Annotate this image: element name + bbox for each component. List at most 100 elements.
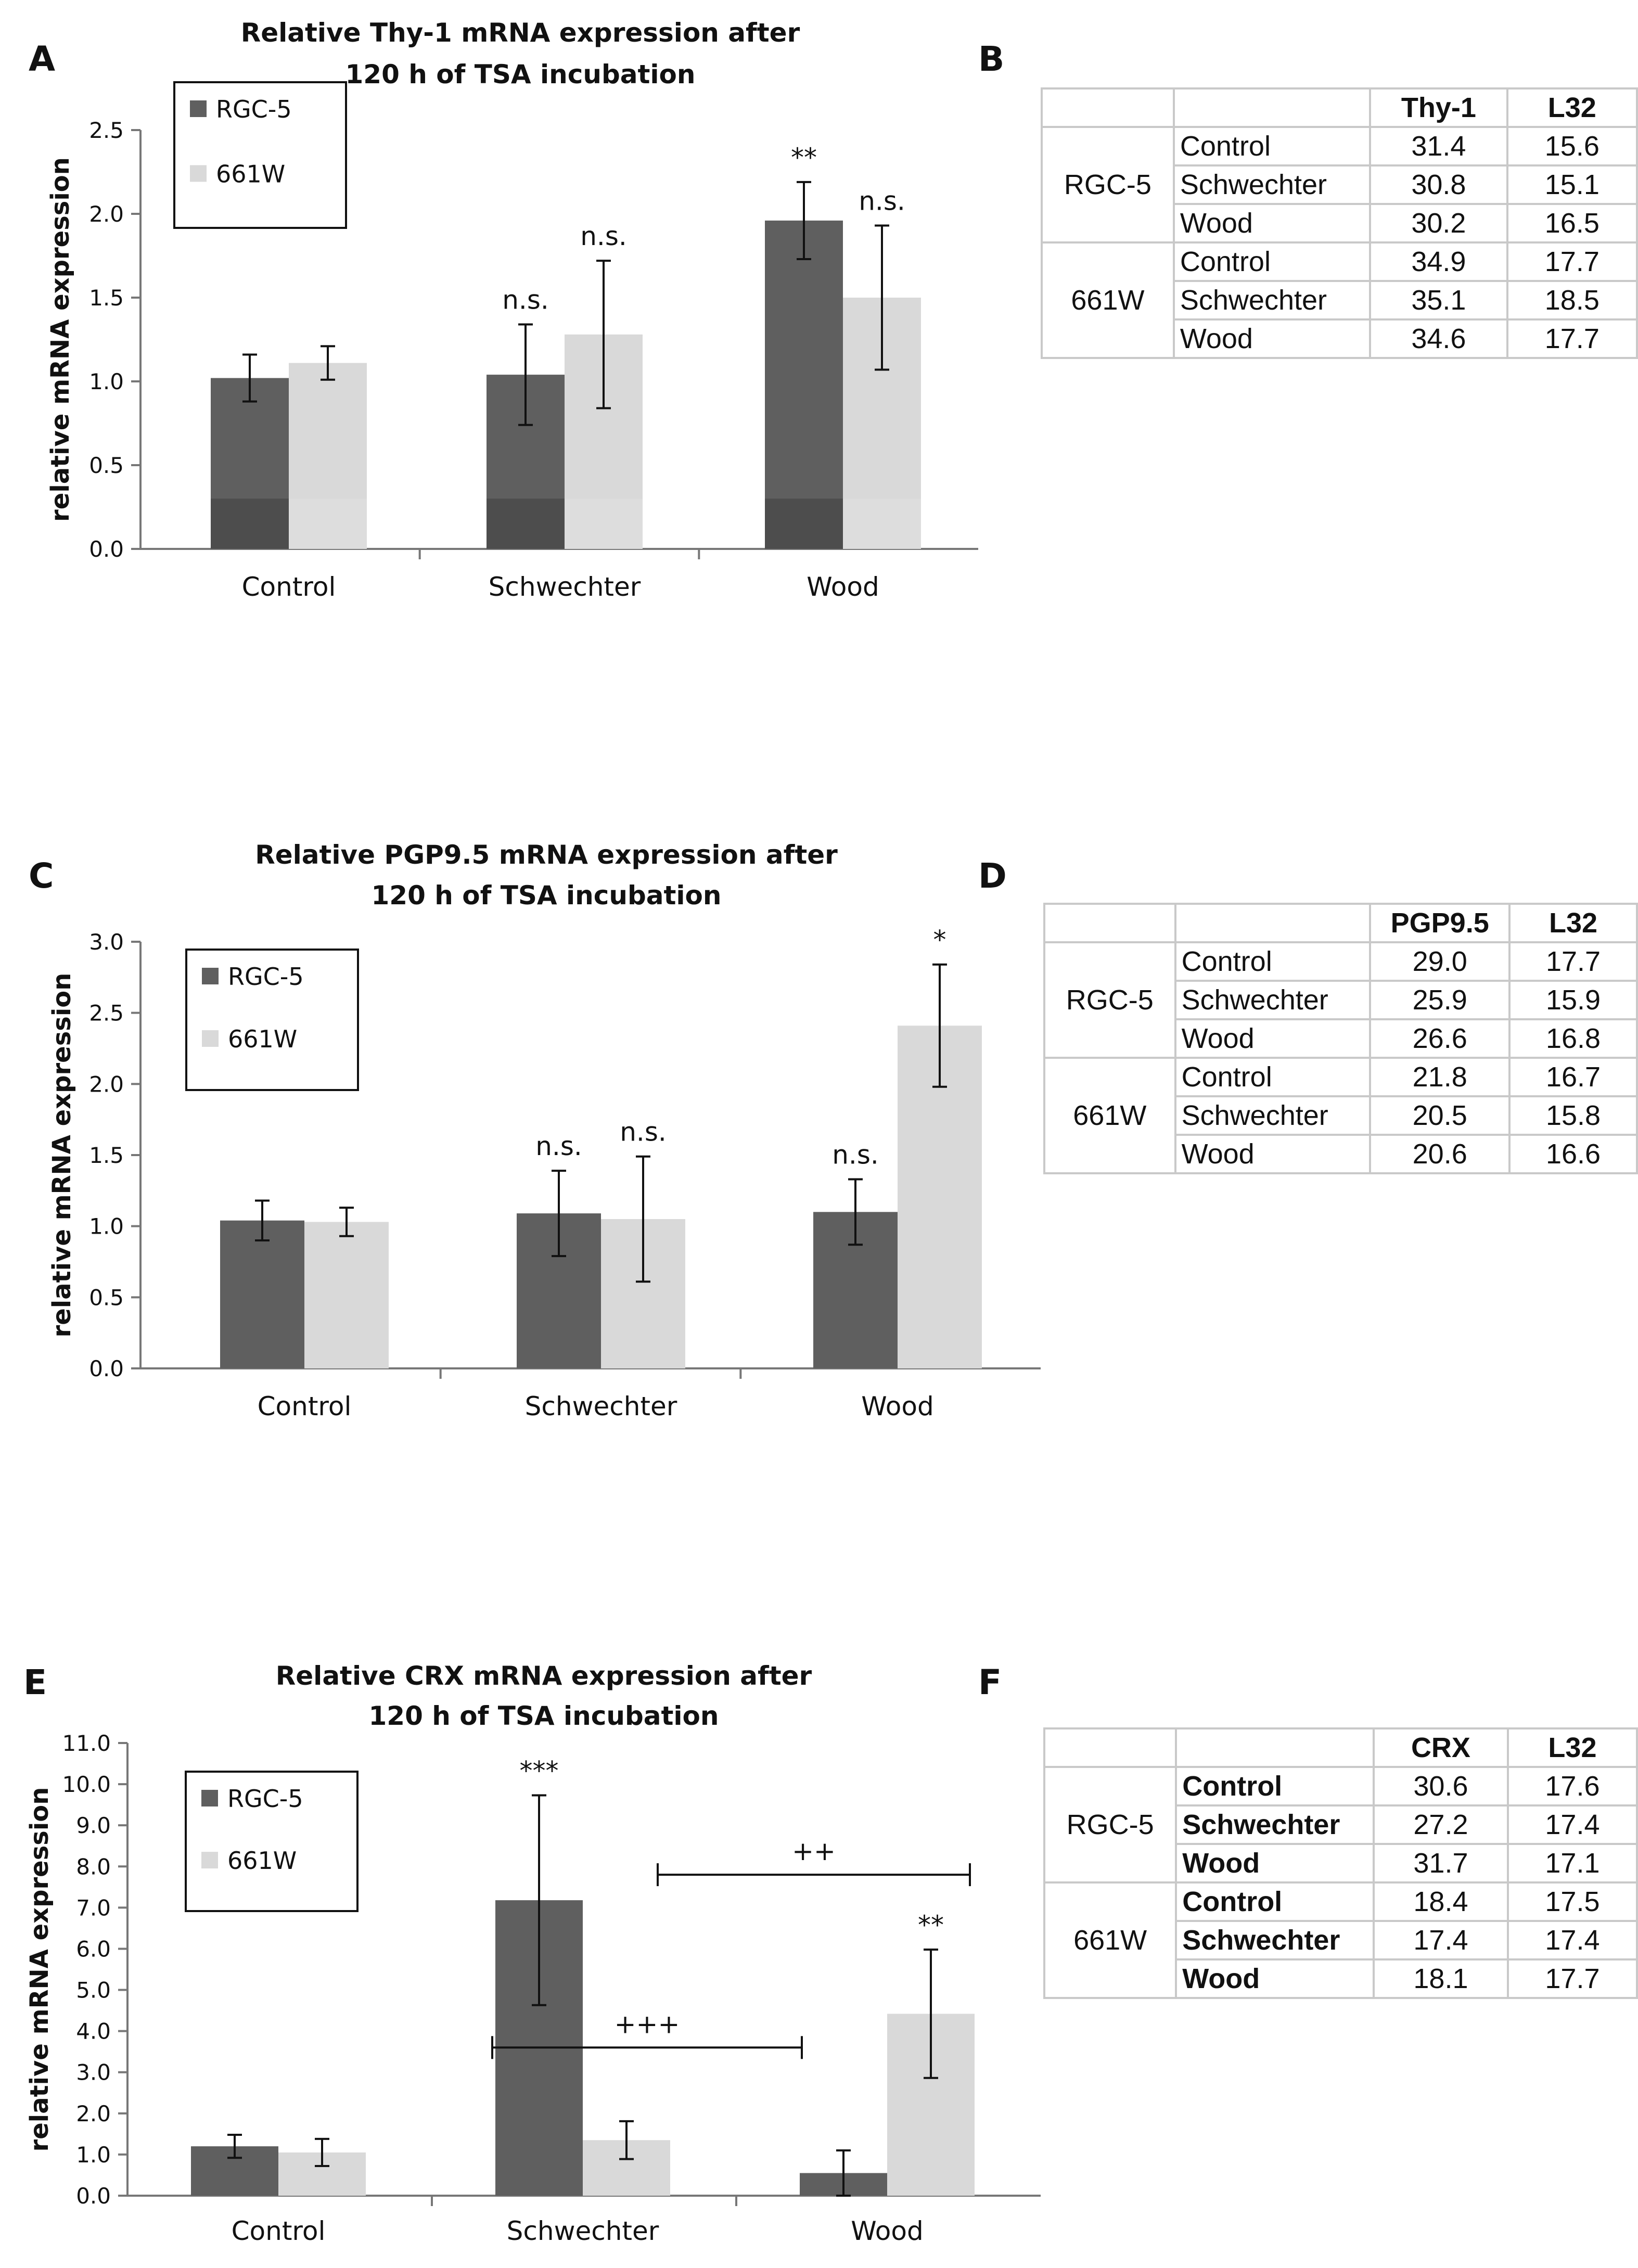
table-cell: 16.5 — [1506, 203, 1638, 244]
table-row: 661W Control 18.4 17.5 — [1043, 1881, 1638, 1999]
table-row: Wood 30.2 16.5 — [1042, 203, 1638, 244]
crx-ct-table: CRX L32 RGC-5 Control 30.6 17.6 Schwechter 27.2… — [1043, 1727, 1638, 1999]
table-row-label: Control — [1174, 1057, 1372, 1097]
table-cell: 20.5 — [1369, 1095, 1511, 1136]
chart-title-line1: Relative PGP9.5 mRNA expression after — [255, 840, 838, 870]
significance-label: ** — [918, 1910, 944, 1940]
bar-base-rgc5 — [487, 498, 565, 549]
x-category-label: Control — [242, 572, 336, 602]
table-row: Schwechter 30.8 15.1 — [1042, 164, 1638, 205]
thy1-ct-table: Thy-1 L32 RGC-5 Control 31.4 15.6 Schwechter 30… — [1041, 87, 1638, 359]
table-cell: 17.1 — [1506, 1843, 1638, 1883]
bar-rgc5 — [220, 1220, 304, 1368]
table-cell: 15.9 — [1508, 980, 1638, 1020]
y-tick-label: 4.0 — [76, 2019, 111, 2044]
table-cell: 17.7 — [1506, 318, 1638, 359]
table-cell: 34.9 — [1369, 241, 1508, 282]
table-row: RGC-5 Control 31.4 15.6 — [1041, 126, 1638, 244]
table-cell: 16.6 — [1508, 1134, 1638, 1174]
y-tick-label: 1.5 — [89, 285, 124, 311]
y-tick-label: 1.0 — [89, 369, 124, 394]
table-row: Schwechter 25.9 15.9 — [1044, 980, 1638, 1020]
table-row-label: Schwechter — [1174, 1095, 1372, 1136]
legend-label: 661W — [228, 1025, 297, 1053]
table-row-label: Schwechter — [1175, 1920, 1375, 1961]
y-tick-label: 8.0 — [76, 1854, 111, 1879]
y-tick-label: 6.0 — [76, 1936, 111, 1962]
x-category-label: Wood — [851, 2216, 923, 2246]
legend-swatch-rgc5 — [202, 968, 219, 984]
y-tick-label: 0.0 — [89, 1356, 124, 1381]
y-tick-label: 2.5 — [89, 118, 124, 143]
y-tick-label: 2.0 — [76, 2101, 111, 2126]
y-tick-label: 0.5 — [89, 453, 124, 478]
table-row: Wood 18.1 17.7 — [1044, 1958, 1638, 1999]
x-category-label: Control — [258, 1391, 352, 1421]
panel-letter-e: E — [23, 1662, 47, 1702]
panel-letter-c: C — [29, 856, 54, 896]
y-tick-label: 3.0 — [76, 2060, 111, 2085]
table-row: Wood 26.6 16.8 — [1044, 1018, 1638, 1059]
y-axis-label: relative mRNA expression — [25, 1787, 54, 2152]
y-tick-label: 3.0 — [89, 929, 124, 955]
table-group-label: 661W — [1041, 241, 1175, 359]
table-cell: 17.4 — [1506, 1920, 1638, 1961]
table-cell: 17.4 — [1372, 1920, 1509, 1961]
bracket-label: +++ — [615, 2009, 680, 2039]
bar-base-661w — [565, 498, 643, 549]
table-cell: 17.5 — [1506, 1881, 1638, 1922]
significance-label: ** — [791, 143, 817, 173]
table-row-label: Schwechter — [1174, 980, 1372, 1020]
table-cell: 16.7 — [1508, 1057, 1638, 1097]
y-tick-label: 0.5 — [89, 1285, 124, 1310]
table-row-label: Wood — [1175, 1958, 1375, 1999]
table-row: Schwechter 27.2 17.4 — [1044, 1804, 1638, 1845]
table-row-label: Control — [1175, 1881, 1375, 1922]
table-cell: 30.6 — [1372, 1766, 1509, 1806]
table-row: Schwechter 20.5 15.8 — [1044, 1095, 1638, 1136]
legend-swatch-661w — [202, 1030, 219, 1047]
table-group-label: RGC-5 — [1043, 941, 1176, 1059]
bar-661w — [304, 1222, 389, 1368]
table-cell: 29.0 — [1369, 941, 1511, 982]
table-group-label: RGC-5 — [1041, 126, 1175, 244]
table-cell: 30.2 — [1369, 203, 1508, 244]
table-cell: 26.6 — [1369, 1018, 1511, 1059]
significance-label: *** — [520, 1756, 559, 1786]
table-row-label: Schwechter — [1172, 164, 1372, 205]
legend-label: 661W — [216, 160, 285, 188]
table-cell: 17.7 — [1508, 941, 1638, 982]
y-tick-label: 1.0 — [76, 2142, 111, 2168]
y-tick-label: 0.0 — [76, 2183, 111, 2209]
y-tick-label: 7.0 — [76, 1895, 111, 1920]
table-header-cell: L32 — [1506, 87, 1638, 128]
y-tick-label: 2.5 — [89, 1001, 124, 1026]
legend-swatch-rgc5 — [190, 100, 207, 117]
panel-letter-f: F — [978, 1662, 1002, 1702]
table-row: Schwechter 35.1 18.5 — [1042, 280, 1638, 321]
table-cell: 20.6 — [1369, 1134, 1511, 1174]
significance-label: * — [933, 925, 946, 955]
table-row-label: Wood — [1174, 1134, 1372, 1174]
chart-title-line1: Relative CRX mRNA expression after — [276, 1661, 812, 1691]
table-header-cell — [1172, 87, 1372, 128]
table-row-label: Control — [1174, 941, 1372, 982]
table-cell: 15.8 — [1508, 1095, 1638, 1136]
table-cell: 30.8 — [1369, 164, 1508, 205]
table-cell: 18.4 — [1372, 1881, 1509, 1922]
chart-title-line2: 120 h of TSA incubation — [372, 880, 722, 911]
crx-bar-chart: Relative CRX mRNA expression after 120 h … — [25, 1661, 1041, 2246]
table-row: RGC-5 Control 30.6 17.6 — [1043, 1766, 1638, 1883]
significance-label: n.s. — [859, 186, 905, 216]
thy1-bar-chart: Relative Thy-1 mRNA expression after 120 … — [46, 18, 978, 602]
chart-title-line1: Relative Thy-1 mRNA expression after — [241, 18, 800, 48]
table-cell: 31.7 — [1372, 1843, 1509, 1883]
table-group-label: 661W — [1043, 1881, 1178, 1999]
table-cell: 15.1 — [1506, 164, 1638, 205]
legend-label: RGC-5 — [216, 95, 292, 123]
y-tick-label: 1.5 — [89, 1143, 124, 1168]
y-tick-label: 5.0 — [76, 1978, 111, 2003]
legend-label: RGC-5 — [227, 1785, 303, 1813]
x-category-label: Schwechter — [489, 572, 641, 602]
table-row-label: Schwechter — [1175, 1804, 1375, 1845]
